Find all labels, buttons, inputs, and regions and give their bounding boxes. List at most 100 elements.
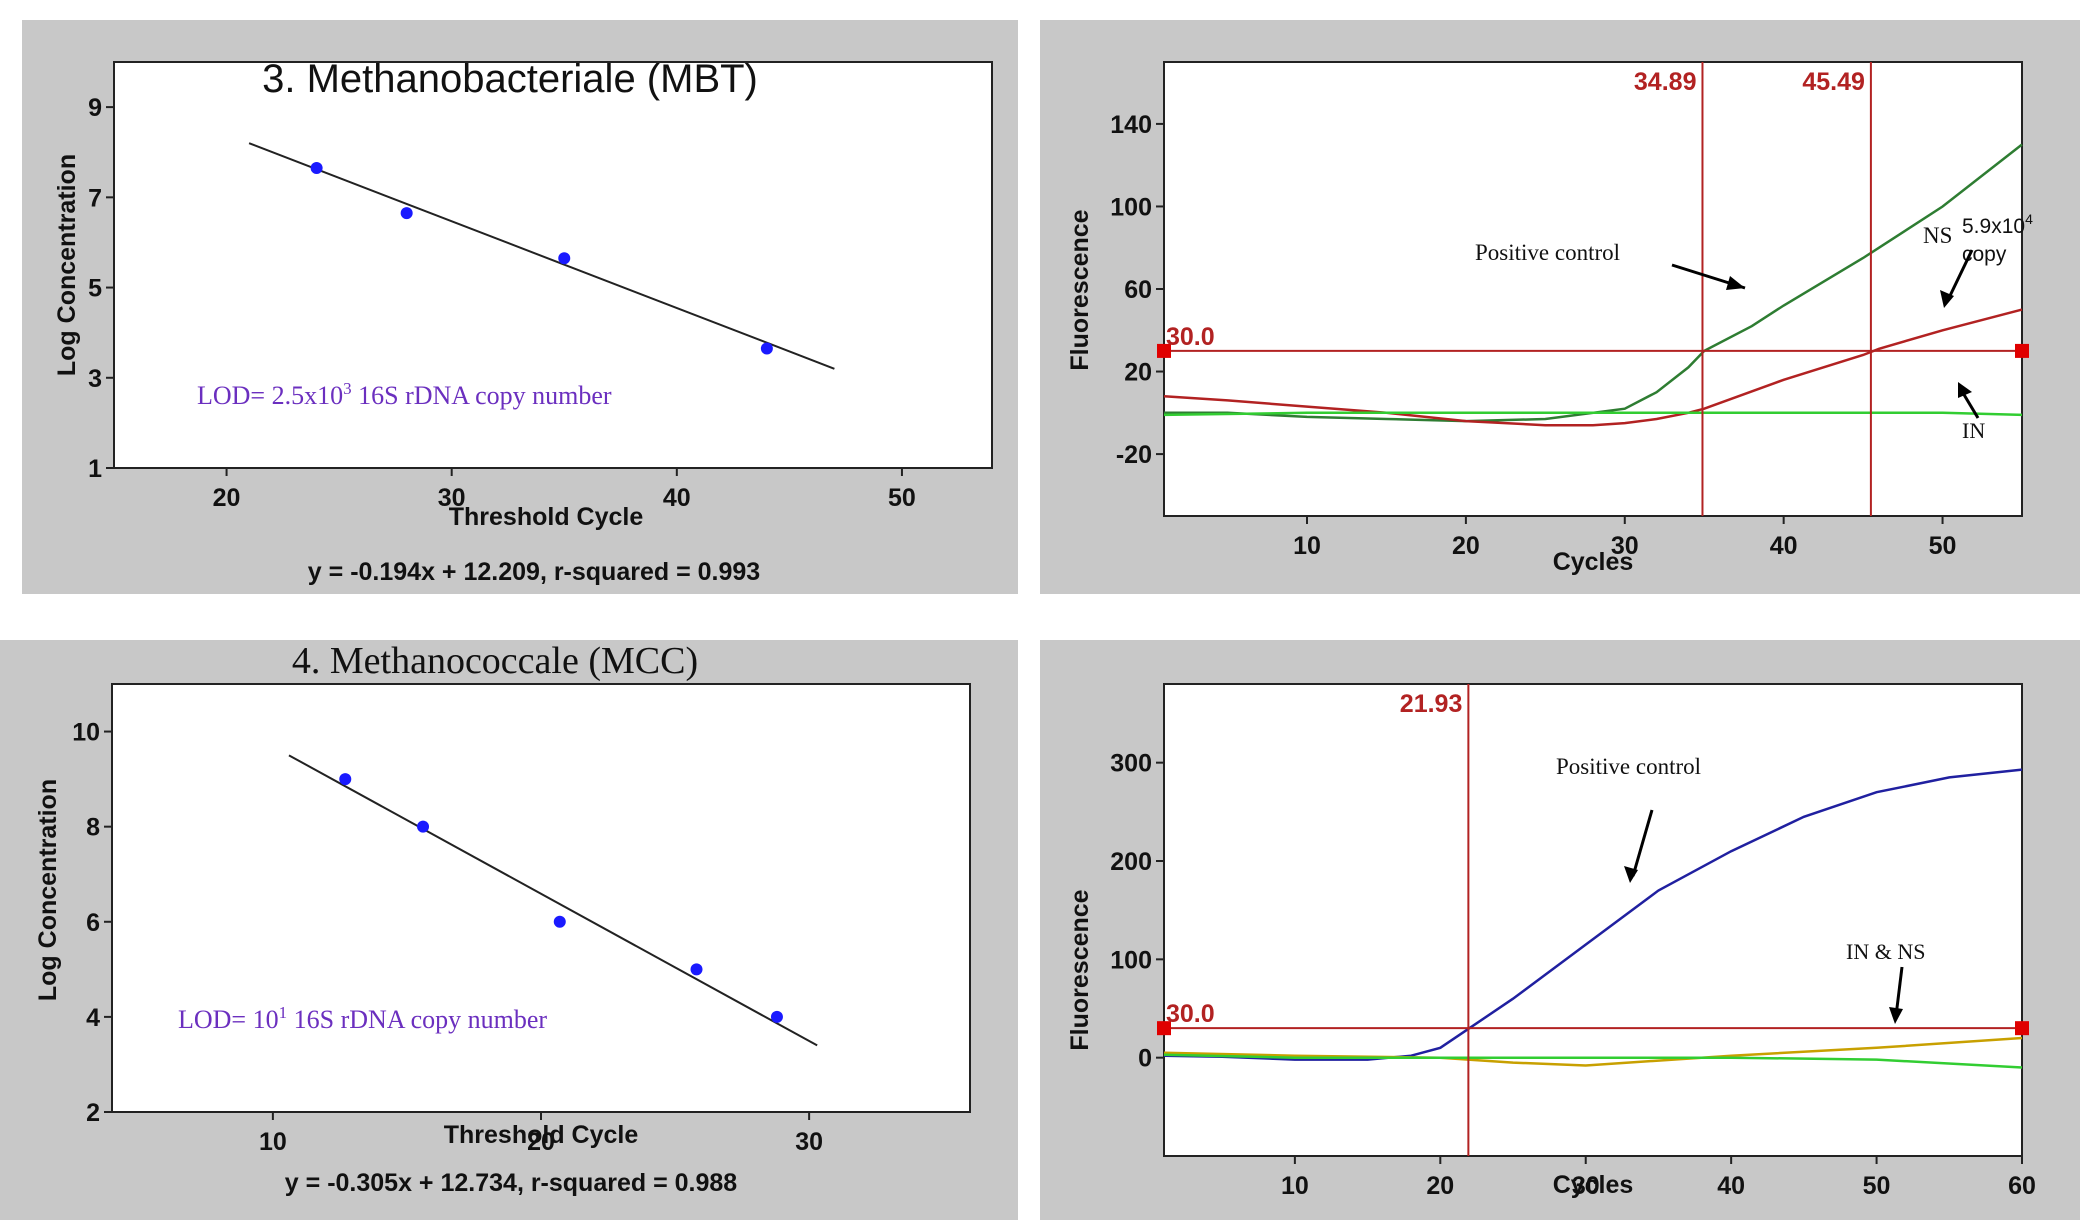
threshold-label: 30.0 xyxy=(1166,323,1215,351)
y-tick-label: 20 xyxy=(1124,359,1152,387)
x-tick-label: 40 xyxy=(1770,532,1798,560)
regression-equation: y = -0.305x + 12.734, r-squared = 0.988 xyxy=(285,1169,737,1197)
plot-area xyxy=(111,683,971,1113)
threshold-handle-left[interactable] xyxy=(1157,343,1171,358)
x-tick-label: 20 xyxy=(1452,532,1480,560)
data-point xyxy=(339,773,352,786)
amplification-curve xyxy=(1163,1036,2023,1067)
plot-area xyxy=(1163,683,2023,1157)
ns-label: NS xyxy=(1923,223,1952,248)
y-tick-label: 3 xyxy=(88,365,102,393)
threshold-handle-right[interactable] xyxy=(2015,343,2029,358)
ct-label: 45.49 xyxy=(1802,68,1865,96)
y-tick-label: 2 xyxy=(86,1099,100,1127)
x-axis-title: Cycles xyxy=(1553,1171,1634,1199)
amplification-curve xyxy=(1163,411,2023,417)
y-tick-label: 5 xyxy=(88,275,102,303)
x-axis-title: Threshold Cycle xyxy=(444,1121,639,1149)
x-tick-label: 30 xyxy=(1611,532,1639,560)
x-tick-label: 10 xyxy=(1293,532,1321,560)
x-tick-label: 10 xyxy=(259,1128,287,1156)
positive-control-label: Positive control xyxy=(1556,754,1701,779)
data-point xyxy=(553,915,566,928)
panel-mbt-standard-curve: 3. Methanobacteriale (MBT) 1 3 5 7 9 20 30 40 5… xyxy=(22,20,1018,594)
x-tick-label: 10 xyxy=(1281,1172,1309,1200)
y-tick-label: 0 xyxy=(1138,1045,1152,1073)
amplification-curve xyxy=(1164,143,2023,423)
in-label: IN xyxy=(1962,418,1985,443)
positive-control-label: Positive control xyxy=(1475,240,1620,265)
data-point xyxy=(417,820,430,833)
panel-mcc-amplification: 300 200 100 0 10 20 30 40 50 60 30.0 21.93 Posit… xyxy=(1040,640,2080,1220)
x-tick-label: 50 xyxy=(1929,532,1957,560)
in-arrowhead xyxy=(1958,382,1972,398)
mcc-amplification-chart: 300 200 100 0 10 20 30 40 50 60 30.0 21.93 Posit… xyxy=(1066,683,2036,1200)
y-tick-label: 60 xyxy=(1124,276,1152,304)
chart-title: 4. Methanococcale (MCC) xyxy=(292,640,698,682)
data-point xyxy=(558,252,571,265)
x-axis-title: Threshold Cycle xyxy=(449,503,644,531)
x-tick-label: 30 xyxy=(795,1128,823,1156)
y-tick-label: 10 xyxy=(72,719,100,747)
lod-annotation: LOD= 2.5x103 16S rDNA copy number xyxy=(197,379,612,410)
x-tick-label: 30 xyxy=(1572,1172,1600,1200)
y-tick-label: 6 xyxy=(86,909,100,937)
x-tick-label: 40 xyxy=(1717,1172,1745,1200)
x-tick-label: 20 xyxy=(527,1128,555,1156)
data-point xyxy=(400,207,413,220)
regression-equation: y = -0.194x + 12.209, r-squared = 0.993 xyxy=(308,558,760,586)
chart-title: 3. Methanobacteriale (MBT) xyxy=(262,57,758,101)
y-tick-label: -20 xyxy=(1116,441,1152,469)
y-tick-label: 300 xyxy=(1110,750,1152,778)
data-point xyxy=(310,162,323,175)
fit-line xyxy=(248,142,835,370)
y-tick-label: 100 xyxy=(1110,193,1152,221)
ns-arrowhead xyxy=(1940,290,1954,308)
threshold-handle-left[interactable] xyxy=(1157,1021,1171,1036)
x-tick-label: 30 xyxy=(438,484,466,512)
y-axis-title: Log Concentration xyxy=(34,779,62,1001)
y-tick-label: 100 xyxy=(1110,946,1152,974)
y-axis-title: Fluorescence xyxy=(1066,209,1094,370)
positive-control-arrowhead xyxy=(1726,276,1745,290)
mbt-standard-curve-chart: 3. Methanobacteriale (MBT) 1 3 5 7 9 20 30 40 5… xyxy=(53,57,993,586)
lod-annotation: LOD= 101 16S rDNA copy number xyxy=(178,1003,547,1034)
plot-area xyxy=(113,61,993,469)
y-tick-label: 9 xyxy=(88,94,102,122)
threshold-handle-right[interactable] xyxy=(2015,1021,2029,1036)
positive-control-arrowhead xyxy=(1624,866,1638,883)
y-tick-label: 7 xyxy=(88,184,102,212)
y-tick-label: 4 xyxy=(86,1004,100,1032)
amplification-curve xyxy=(1163,1053,2023,1069)
x-tick-label: 50 xyxy=(1863,1172,1891,1200)
fit-line xyxy=(288,754,818,1047)
positive-control-arrow xyxy=(1631,809,1654,877)
ct-label: 21.93 xyxy=(1400,690,1463,718)
y-axis-title: Log Concentration xyxy=(53,154,81,376)
in-ns-arrow xyxy=(1894,966,1904,1017)
threshold-label: 30.0 xyxy=(1166,1000,1215,1028)
x-tick-label: 50 xyxy=(888,484,916,512)
in-ns-arrowhead xyxy=(1889,1007,1903,1024)
panel-mbt-amplification: 140 100 60 20 -20 10 20 30 40 50 30.0 34.89 45.49… xyxy=(1040,20,2080,594)
panel-mcc-standard-curve: 4. Methanococcale (MCC) 2 4 6 8 10 10 20 30 LO… xyxy=(0,640,1018,1220)
x-tick-label: 20 xyxy=(213,484,241,512)
x-tick-label: 40 xyxy=(663,484,691,512)
plot-area xyxy=(1163,61,2023,517)
x-tick-label: 20 xyxy=(1426,1172,1454,1200)
amplification-curve xyxy=(1163,768,2023,1061)
mcc-standard-curve-chart: 4. Methanococcale (MCC) 2 4 6 8 10 10 20 30 LO… xyxy=(34,640,971,1197)
x-axis-title: Cycles xyxy=(1553,548,1634,576)
data-point xyxy=(770,1010,783,1023)
ct-label: 34.89 xyxy=(1634,68,1697,96)
ns-copy-label: copy xyxy=(1962,243,2007,266)
data-point xyxy=(760,342,773,355)
y-tick-label: 200 xyxy=(1110,848,1152,876)
ns-copy-number-label: 5.9x104 xyxy=(1962,211,2033,238)
ns-arrow xyxy=(1945,249,1974,303)
y-tick-label: 140 xyxy=(1110,111,1152,139)
x-tick-label: 60 xyxy=(2008,1172,2036,1200)
y-tick-label: 8 xyxy=(86,814,100,842)
y-tick-label: 1 xyxy=(88,455,102,483)
mbt-amplification-chart: 140 100 60 20 -20 10 20 30 40 50 30.0 34.89 45.49… xyxy=(1066,61,2033,576)
